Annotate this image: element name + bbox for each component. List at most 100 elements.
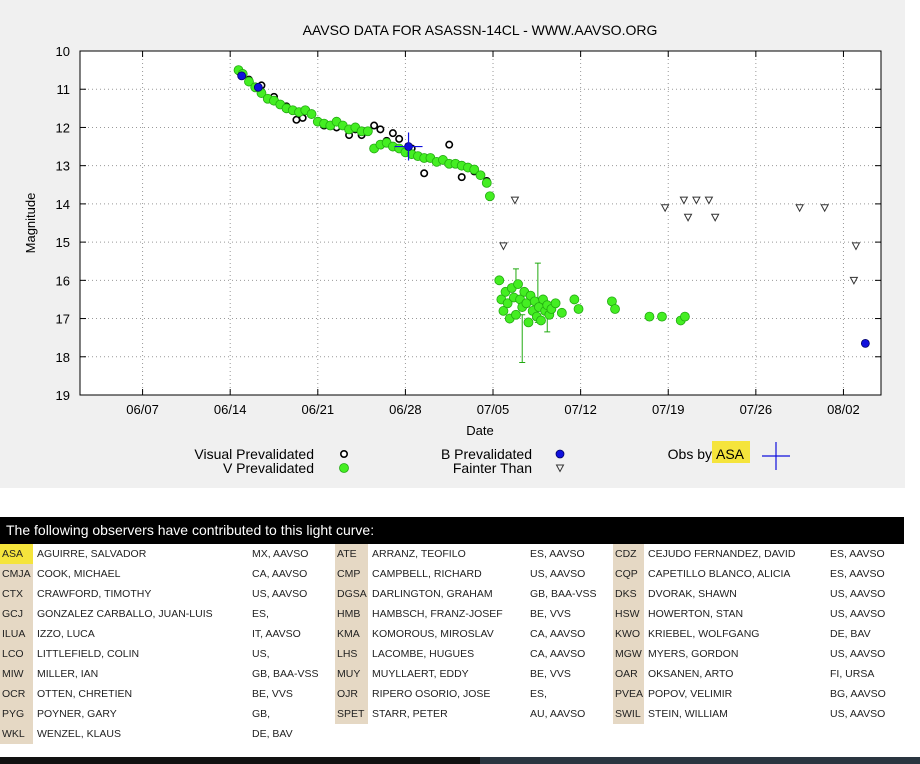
observer-name: POPOV, VELIMIR <box>648 688 733 700</box>
observer-affiliation: CA, AAVSO <box>252 568 308 580</box>
observer-code[interactable]: OJR <box>335 684 368 704</box>
y-tick-label: 19 <box>56 388 70 403</box>
data-point-fainter-than <box>704 196 714 205</box>
observer-code[interactable]: ATE <box>335 544 368 564</box>
data-point-v-prevalidated <box>536 315 546 326</box>
data-point-fainter-than <box>710 213 720 222</box>
legend-fainter-label: Fainter Than <box>453 460 532 476</box>
observer-code[interactable]: CDZ <box>613 544 644 564</box>
observer-code[interactable]: SPET <box>335 704 368 724</box>
observer-name: OKSANEN, ARTO <box>648 668 734 680</box>
observer-code[interactable]: DKS <box>613 584 644 604</box>
y-tick-label: 17 <box>56 312 70 327</box>
observer-row: ILUA IZZO, LUCA IT, AAVSO KMA KOMOROUS, MIRO… <box>0 624 904 644</box>
data-point-v-prevalidated <box>306 109 317 119</box>
observer-code[interactable]: KWO <box>613 624 644 644</box>
data-point-v-prevalidated <box>244 76 254 87</box>
observer-code[interactable]: LCO <box>0 644 33 664</box>
legend-v-marker <box>339 463 349 473</box>
observer-code[interactable]: MGW <box>613 644 644 664</box>
observer-list: ASA AGUIRRE, SALVADOR MX, AAVSO ATE ARRANZ, … <box>0 544 904 744</box>
observer-code[interactable]: HSW <box>613 604 644 624</box>
observer-code[interactable]: CMP <box>335 564 368 584</box>
data-point-v-prevalidated <box>481 177 492 188</box>
observer-row: WKL WENZEL, KLAUS DE, BAV <box>0 724 904 744</box>
data-point-b-prevalidated <box>860 338 870 348</box>
data-point-visual-prevalidated <box>370 121 379 130</box>
observer-affiliation: US, AAVSO <box>830 648 886 660</box>
observer-code[interactable]: OAR <box>613 664 644 684</box>
data-point-v-prevalidated <box>556 307 567 318</box>
observer-affiliation: CA, AAVSO <box>530 648 586 660</box>
observer-row: CMJA COOK, MICHAEL CA, AAVSO CMP CAMPBELL, R… <box>0 564 904 584</box>
observer-name: COOK, MICHAEL <box>37 568 121 580</box>
y-tick-label: 13 <box>56 159 70 174</box>
data-point-visual-prevalidated <box>388 129 397 138</box>
observer-row: OCR OTTEN, CHRETIEN BE, VVS OJR RIPERO OSORI… <box>0 684 904 704</box>
x-tick-label: 07/12 <box>564 402 597 417</box>
legend-obs-label: Obs by <box>668 446 712 462</box>
data-point-v-prevalidated <box>569 294 580 305</box>
observer-row: LCO LITTLEFIELD, COLIN US, LHS LACOMBE, HUGU… <box>0 644 904 664</box>
data-point-visual-prevalidated <box>420 169 429 178</box>
observer-code[interactable]: CMJA <box>0 564 33 584</box>
observer-code[interactable]: DGSA <box>335 584 368 604</box>
y-tick-label: 18 <box>56 350 70 365</box>
chart-panel: 10 11 12 13 14 15 16 17 18 19 06/07 06/14 06/21 06/28… <box>0 0 905 488</box>
data-point-fainter-than <box>499 242 508 251</box>
observer-affiliation: GB, BAA-VSS <box>252 668 319 680</box>
x-tick-label: 06/07 <box>126 402 159 417</box>
observer-code[interactable]: CQP <box>613 564 644 584</box>
x-tick-label: 06/28 <box>389 402 422 417</box>
data-point-v-prevalidated <box>644 311 655 322</box>
observer-code[interactable]: WKL <box>0 724 33 744</box>
y-tick-label: 10 <box>56 44 70 59</box>
observer-name: ARRANZ, TEOFILO <box>372 548 466 560</box>
observer-code[interactable]: GCJ <box>0 604 33 624</box>
data-point-v-prevalidated <box>680 311 690 322</box>
observer-name: RIPERO OSORIO, JOSE <box>372 688 491 700</box>
x-tick-label: 08/02 <box>827 402 860 417</box>
legend-b-marker <box>555 449 565 459</box>
observer-code[interactable]: LHS <box>335 644 368 664</box>
observer-name: MILLER, IAN <box>37 668 99 680</box>
observer-name: HOWERTON, STAN <box>648 608 744 620</box>
observer-name: CAPETILLO BLANCO, ALICIA <box>648 568 791 580</box>
observer-code[interactable]: MUY <box>335 664 368 684</box>
observer-name: WENZEL, KLAUS <box>37 728 122 740</box>
x-tick-label: 07/26 <box>740 402 773 417</box>
observer-name: MUYLLAERT, EDDY <box>372 668 469 680</box>
observer-code[interactable]: MIW <box>0 664 33 684</box>
observer-name: STEIN, WILLIAM <box>648 708 728 720</box>
observer-name: DARLINGTON, GRAHAM <box>372 588 493 600</box>
y-tick-label: 16 <box>56 273 70 288</box>
observer-name: MYERS, GORDON <box>648 648 739 660</box>
observer-name: LITTLEFIELD, COLIN <box>37 648 140 660</box>
light-curve-chart: 10 11 12 13 14 15 16 17 18 19 06/07 06/14 06/21 06/28… <box>23 22 882 476</box>
observer-row: ASA AGUIRRE, SALVADOR MX, AAVSO ATE ARRANZ, … <box>0 544 904 564</box>
observer-code[interactable]: KMA <box>335 624 368 644</box>
legend-obs-highlight <box>712 441 750 463</box>
y-tick-label: 11 <box>57 82 71 97</box>
observer-code[interactable]: PVEA <box>613 684 644 704</box>
y-tick-label: 12 <box>56 120 70 135</box>
observer-code[interactable]: ASA <box>0 544 33 564</box>
observer-affiliation: MX, AAVSO <box>252 548 309 560</box>
observer-code[interactable]: SWIL <box>613 704 644 724</box>
observer-row: PYG POYNER, GARY GB, SPET STARR, PETER AU, AA… <box>0 704 904 724</box>
observer-name: DVORAK, SHAWN <box>648 588 737 600</box>
observer-code[interactable]: CTX <box>0 584 33 604</box>
legend-v-label: V Prevalidated <box>223 460 314 476</box>
observer-code[interactable]: HMB <box>335 604 368 624</box>
x-tick-label: 06/21 <box>302 402 335 417</box>
observer-code[interactable]: PYG <box>0 704 33 724</box>
observer-affiliation: FI, URSA <box>830 668 875 680</box>
data-point-b-prevalidated <box>253 82 263 92</box>
data-point-v-prevalidated <box>362 126 373 137</box>
plot-area <box>80 51 881 395</box>
legend-obs-marker <box>762 442 790 470</box>
data-point-v-prevalidated <box>494 275 505 286</box>
observer-code[interactable]: ILUA <box>0 624 33 644</box>
data-point-obs-by-asa <box>394 132 423 161</box>
observer-code[interactable]: OCR <box>0 684 33 704</box>
